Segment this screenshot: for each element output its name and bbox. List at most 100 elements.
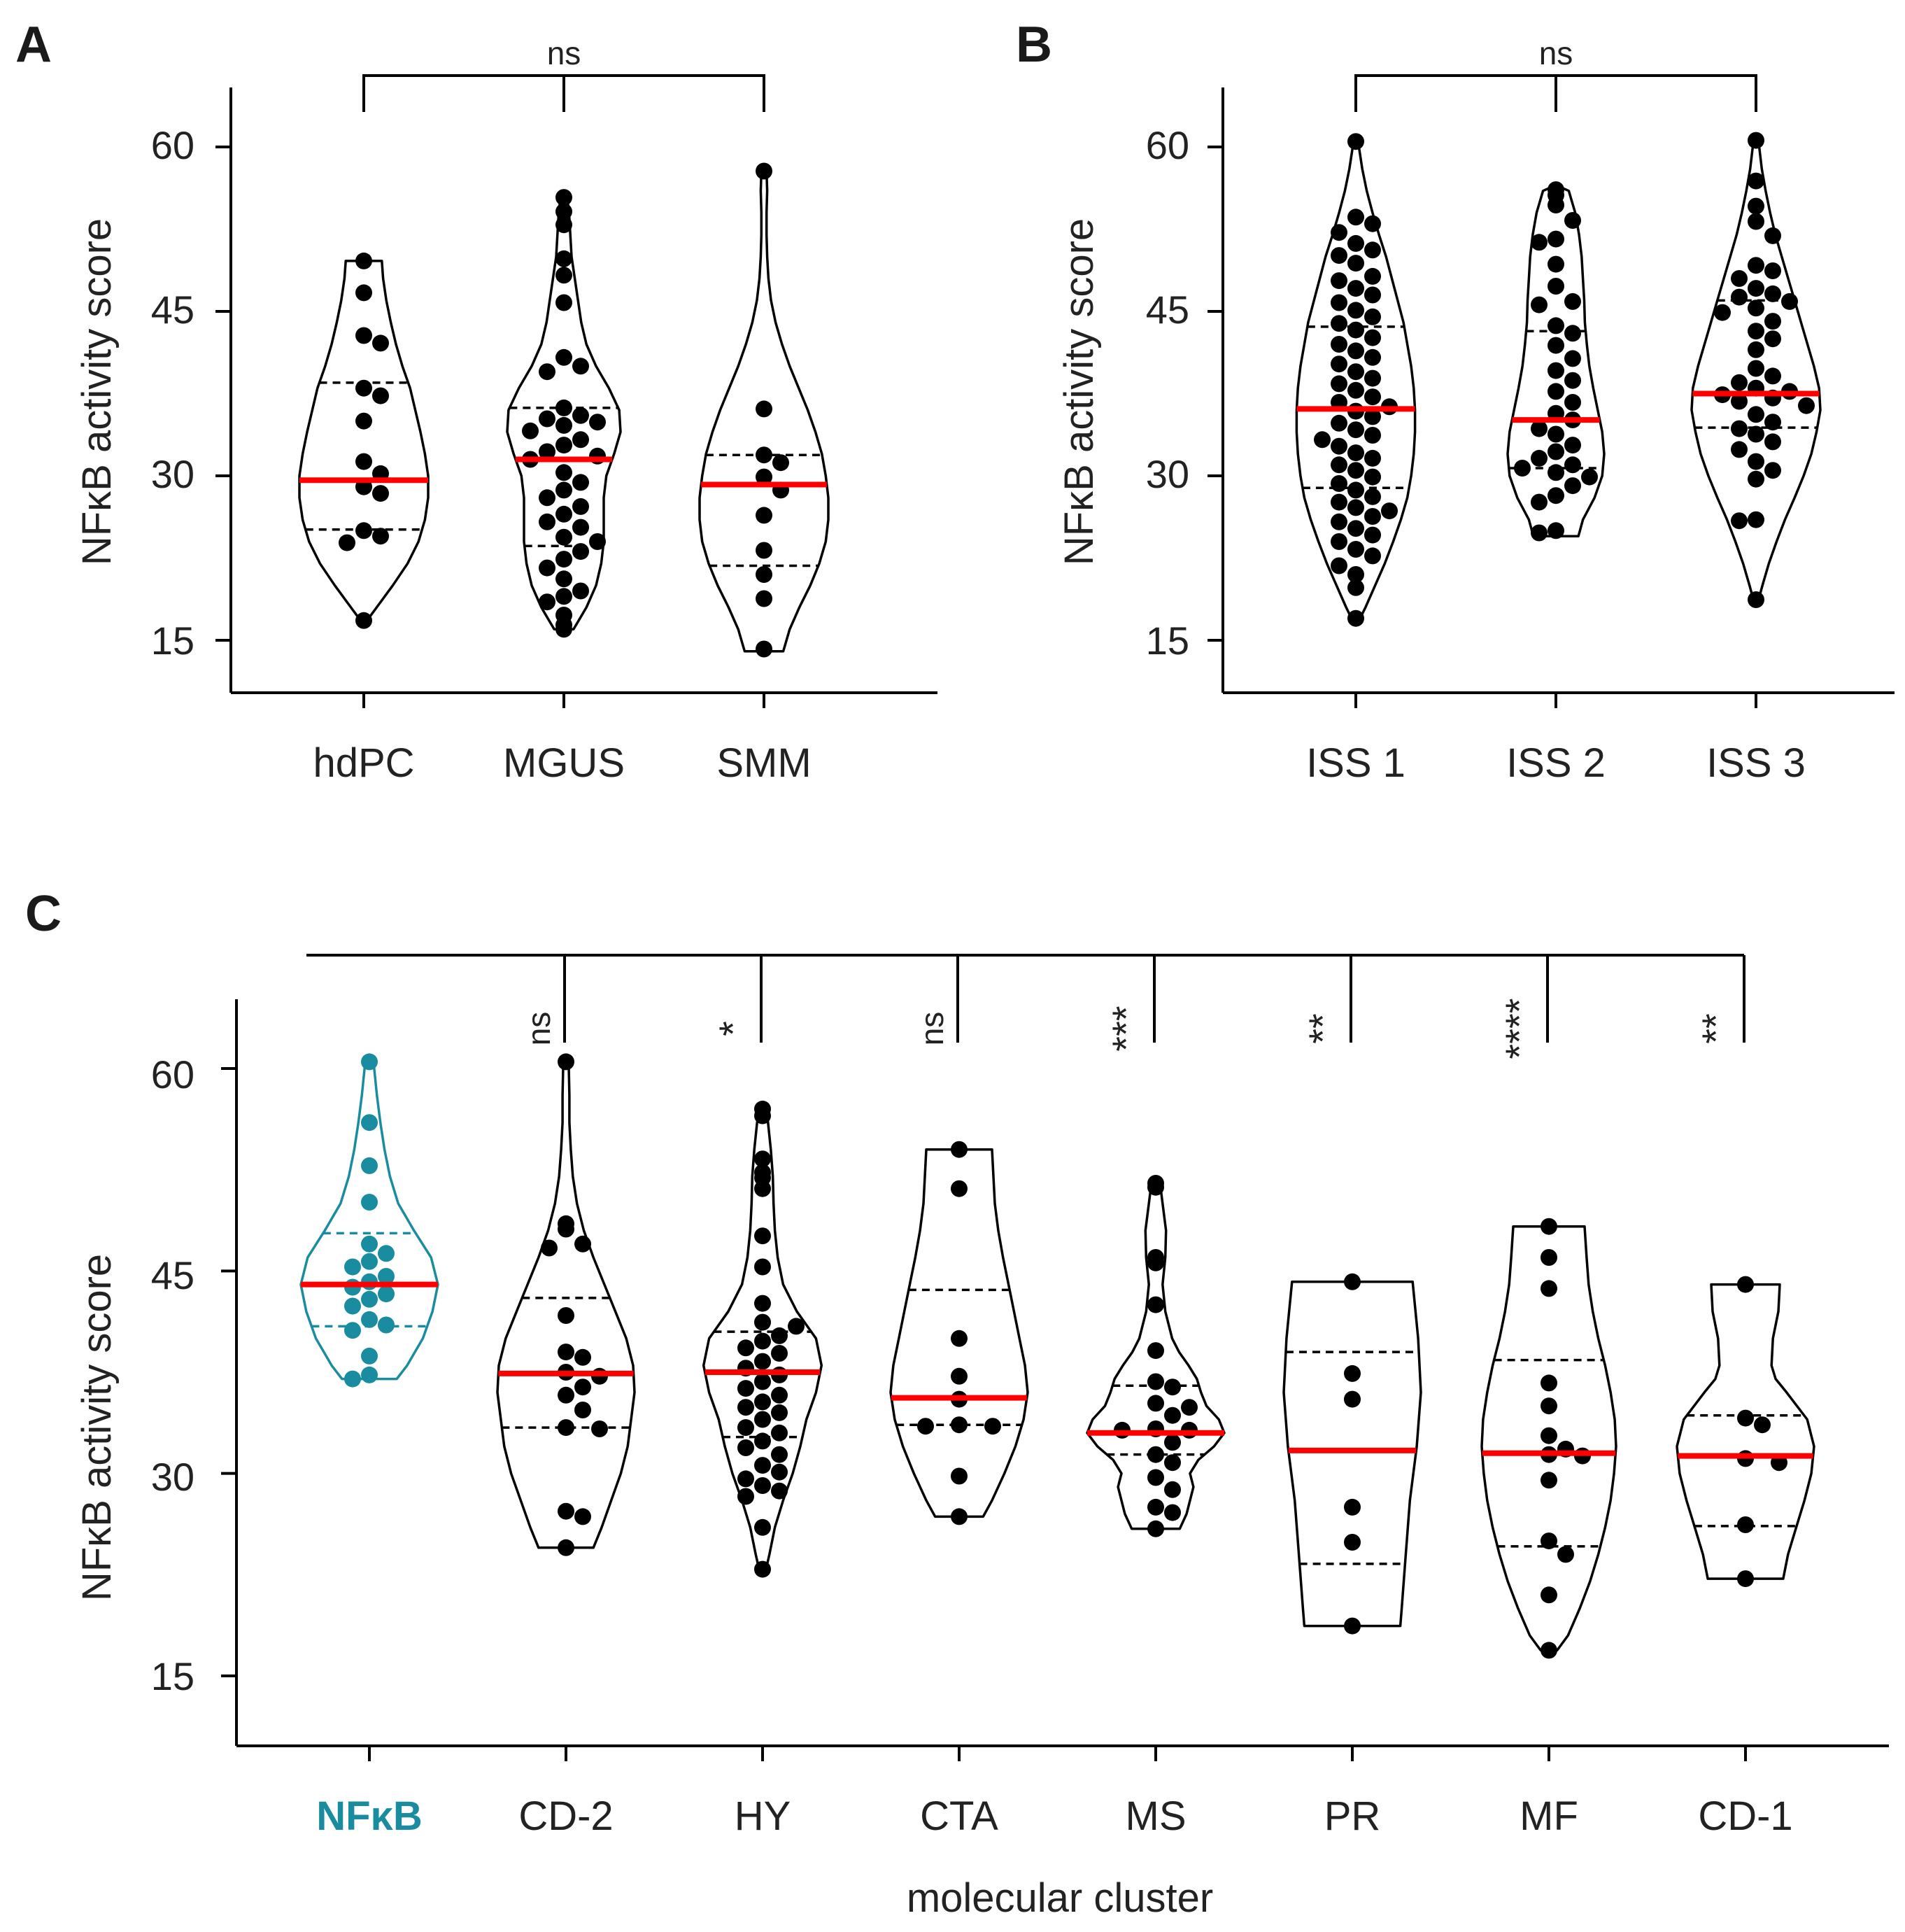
data-point	[756, 446, 772, 464]
violin-group	[1282, 1273, 1422, 1635]
data-point	[1548, 197, 1564, 213]
data-point	[772, 454, 789, 472]
panel-b-ytick-0: 15	[1146, 619, 1189, 663]
data-point	[1347, 499, 1364, 516]
data-point	[1364, 526, 1381, 544]
violin-group	[506, 189, 622, 638]
data-point	[539, 410, 555, 428]
data-point	[754, 1457, 771, 1474]
data-point	[1347, 209, 1364, 226]
data-point	[355, 453, 372, 470]
data-point	[1331, 315, 1347, 332]
data-point	[361, 1290, 378, 1308]
data-point	[1541, 1280, 1557, 1297]
data-point	[1364, 427, 1381, 444]
data-point	[558, 1539, 574, 1556]
data-point	[771, 1482, 788, 1500]
data-point	[361, 1157, 378, 1174]
data-point	[1331, 247, 1347, 265]
data-point	[1147, 1178, 1164, 1196]
data-point	[378, 1268, 395, 1285]
data-point	[1364, 215, 1381, 232]
data-point	[771, 1386, 788, 1404]
data-point	[1347, 280, 1364, 297]
data-point	[539, 513, 555, 530]
data-point	[1541, 1586, 1557, 1604]
data-point	[355, 379, 372, 397]
panel-c-ytick-2: 45	[151, 1253, 194, 1297]
violin-group	[1295, 133, 1417, 627]
data-point	[1331, 336, 1347, 353]
data-point	[1548, 230, 1564, 248]
data-point	[1754, 1416, 1771, 1434]
data-point	[372, 485, 389, 502]
panel-a-label: A	[15, 17, 52, 73]
data-point	[1147, 1342, 1164, 1360]
panel-b-ylabel: NFκB activity score	[1056, 218, 1102, 565]
data-point	[917, 1418, 934, 1435]
data-point	[355, 522, 372, 540]
data-point	[1748, 132, 1764, 149]
data-point	[1347, 255, 1364, 272]
panel-b-xtick-iss3: ISS 3	[1706, 740, 1806, 786]
data-point	[1364, 369, 1381, 387]
panel-c-ytick-1: 30	[151, 1455, 194, 1499]
data-point	[1548, 425, 1564, 443]
data-point	[737, 1470, 754, 1488]
data-point	[1781, 292, 1798, 310]
data-point	[574, 1379, 591, 1396]
data-point	[1164, 1481, 1181, 1498]
data-point	[1344, 1617, 1361, 1635]
data-point	[1731, 270, 1748, 287]
panel-b-ytick-2: 45	[1146, 288, 1189, 332]
data-point	[555, 505, 572, 523]
data-point	[1347, 541, 1364, 558]
data-point	[1714, 304, 1731, 321]
data-point	[1531, 493, 1548, 511]
data-point	[754, 1373, 771, 1390]
data-point	[555, 464, 572, 481]
data-point	[1347, 566, 1364, 583]
data-point	[1541, 1249, 1557, 1266]
data-point	[555, 250, 572, 267]
data-point	[1147, 1373, 1164, 1390]
data-point	[1331, 375, 1347, 393]
data-point	[1164, 1454, 1181, 1472]
data-point	[1748, 360, 1764, 377]
data-point	[951, 1467, 968, 1485]
panel-c-sig-cta: ns	[914, 1012, 950, 1046]
data-point	[1564, 350, 1581, 367]
data-point	[361, 1194, 378, 1211]
data-point	[574, 1348, 591, 1366]
data-point	[951, 1367, 968, 1385]
violin-group	[698, 162, 830, 658]
data-point	[1731, 420, 1748, 437]
data-point	[555, 588, 572, 605]
data-point	[771, 1446, 788, 1463]
panel-a-plot	[215, 74, 937, 708]
data-point	[555, 294, 572, 311]
data-point	[1514, 460, 1531, 477]
data-point	[1364, 308, 1381, 325]
data-point	[572, 358, 589, 375]
data-point	[555, 267, 572, 284]
panel-c-xtick-ms: MS	[1126, 1793, 1187, 1839]
data-point	[1731, 512, 1748, 530]
data-point	[589, 414, 606, 431]
data-point	[1764, 227, 1781, 244]
panel-b: B NFκB activity score 15 30 45 60 ISS 1 …	[1016, 17, 1806, 786]
data-point	[558, 1344, 574, 1361]
panel-c-xtick-pr: PR	[1324, 1793, 1381, 1839]
data-point	[555, 399, 572, 416]
data-point	[1564, 372, 1581, 389]
data-point	[355, 327, 372, 344]
data-point	[1737, 1409, 1754, 1427]
data-point	[771, 1345, 788, 1362]
data-point	[1798, 397, 1815, 414]
data-point	[1331, 355, 1347, 373]
panel-b-sig-label: ns	[1539, 35, 1573, 71]
data-point	[355, 412, 372, 430]
data-point	[1331, 224, 1347, 241]
data-point	[1347, 363, 1364, 381]
